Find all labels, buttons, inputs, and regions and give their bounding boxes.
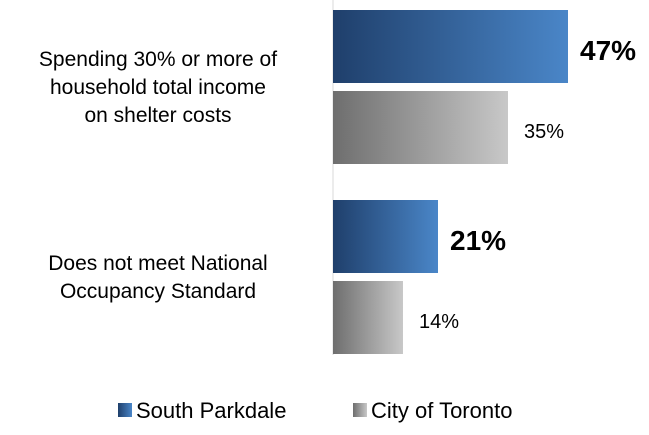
value-label-city-of-toronto-1: 14% — [419, 311, 459, 333]
bar-south-parkdale-1 — [333, 200, 438, 273]
category-label-1-line-1: Occupancy Standard — [60, 280, 256, 303]
category-label-1-line-0: Does not meet National — [48, 252, 267, 275]
legend-label-city-of-toronto: City of Toronto — [371, 398, 512, 423]
legend-swatch-south-parkdale — [118, 403, 132, 417]
legend-swatch-city-of-toronto — [353, 403, 367, 417]
bar-south-parkdale-0 — [333, 10, 568, 83]
category-label-0-line-1: household total income — [50, 76, 266, 99]
value-label-south-parkdale-1: 21% — [450, 225, 506, 256]
legend-label-south-parkdale: South Parkdale — [136, 398, 286, 423]
value-label-south-parkdale-0: 47% — [580, 35, 636, 66]
bar-city-of-toronto-0 — [333, 91, 508, 164]
value-label-city-of-toronto-0: 35% — [524, 121, 564, 143]
bars — [333, 10, 568, 354]
bar-city-of-toronto-1 — [333, 281, 403, 354]
category-labels: Spending 30% or more of household total i… — [39, 48, 277, 303]
category-label-0-line-2: on shelter costs — [84, 104, 231, 127]
category-label-0-line-0: Spending 30% or more of — [39, 48, 277, 71]
value-labels: 47% 21% 35% 14% — [419, 35, 636, 333]
legend: South Parkdale City of Toronto — [118, 398, 512, 423]
